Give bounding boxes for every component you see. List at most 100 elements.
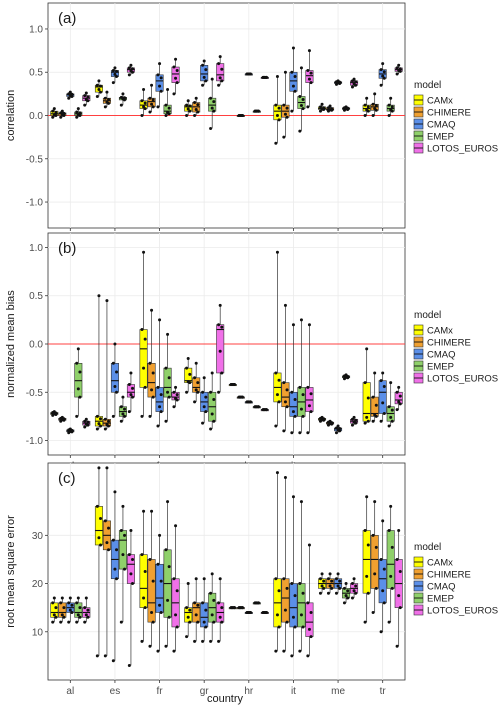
data-point bbox=[373, 413, 377, 417]
data-point bbox=[103, 427, 107, 431]
data-point bbox=[374, 545, 378, 549]
box-me-lotos_euros bbox=[350, 577, 359, 600]
data-point bbox=[298, 431, 302, 435]
data-point bbox=[299, 318, 303, 322]
data-point bbox=[194, 613, 198, 617]
data-point bbox=[99, 516, 103, 520]
data-point bbox=[307, 543, 311, 547]
data-point bbox=[174, 397, 178, 401]
data-point bbox=[334, 431, 338, 435]
box-al-chimere bbox=[58, 596, 67, 624]
data-point bbox=[398, 394, 402, 398]
data-point bbox=[395, 644, 399, 648]
data-point bbox=[381, 589, 385, 593]
data-point bbox=[285, 115, 289, 119]
data-point bbox=[123, 533, 127, 537]
data-point bbox=[350, 423, 354, 427]
data-point bbox=[352, 577, 356, 581]
data-point bbox=[379, 630, 383, 634]
box-body bbox=[163, 367, 172, 398]
data-point bbox=[76, 613, 80, 617]
y-tick-label: 0.5 bbox=[29, 68, 43, 79]
x-tick-label-hr: hr bbox=[244, 686, 254, 697]
data-point bbox=[142, 88, 146, 92]
panel-label: (c) bbox=[58, 470, 76, 487]
box-hr-emep bbox=[252, 601, 261, 605]
data-point bbox=[193, 376, 197, 380]
box-it-emep bbox=[297, 66, 306, 133]
data-point bbox=[365, 574, 369, 578]
data-point bbox=[344, 582, 348, 586]
data-point bbox=[188, 104, 192, 108]
data-point bbox=[175, 393, 179, 397]
data-point bbox=[193, 400, 197, 404]
data-point bbox=[185, 103, 189, 107]
data-point bbox=[131, 582, 135, 586]
data-point bbox=[115, 75, 119, 79]
data-point bbox=[131, 67, 135, 71]
data-point bbox=[113, 567, 117, 571]
data-point bbox=[70, 428, 74, 432]
data-point bbox=[346, 596, 350, 600]
box-al-camx bbox=[50, 410, 59, 417]
legend-label: CMAQ bbox=[427, 582, 456, 593]
data-point bbox=[59, 115, 63, 119]
data-point bbox=[291, 84, 295, 88]
data-point bbox=[105, 541, 109, 545]
data-point bbox=[99, 417, 103, 421]
data-point bbox=[201, 83, 205, 87]
y-tick-label: 30 bbox=[32, 531, 44, 542]
data-point bbox=[389, 504, 393, 508]
data-point bbox=[148, 110, 152, 114]
legend-label: CAMx bbox=[427, 96, 453, 107]
data-point bbox=[99, 90, 103, 94]
box-body bbox=[216, 324, 225, 374]
data-point bbox=[382, 70, 386, 74]
data-point bbox=[51, 601, 55, 605]
data-point bbox=[283, 475, 287, 479]
y-tick-label: 0.5 bbox=[29, 291, 43, 302]
data-point bbox=[285, 388, 289, 392]
data-point bbox=[218, 577, 222, 581]
data-point bbox=[299, 613, 303, 617]
data-point bbox=[95, 654, 99, 658]
y-tick-label: -1.0 bbox=[26, 198, 44, 209]
data-point bbox=[121, 92, 125, 96]
data-point bbox=[350, 85, 354, 89]
data-point bbox=[107, 548, 111, 552]
data-point bbox=[218, 55, 222, 59]
data-point bbox=[188, 372, 192, 376]
data-point bbox=[210, 412, 214, 416]
data-point bbox=[293, 75, 297, 79]
data-point bbox=[291, 615, 295, 619]
data-point bbox=[363, 421, 367, 425]
data-point bbox=[218, 615, 222, 619]
box-tr-chimere bbox=[370, 500, 379, 614]
data-point bbox=[174, 524, 178, 528]
data-point bbox=[164, 644, 168, 648]
box-me-cmaq bbox=[334, 424, 343, 435]
box-fr-emep bbox=[163, 332, 172, 423]
data-point bbox=[115, 69, 119, 73]
box-it-cmaq bbox=[289, 495, 298, 658]
data-point bbox=[127, 664, 131, 668]
data-point bbox=[274, 649, 278, 653]
box-fr-chimere bbox=[147, 509, 156, 648]
data-point bbox=[209, 390, 213, 394]
data-point bbox=[196, 620, 200, 624]
data-point bbox=[354, 584, 358, 588]
data-point bbox=[97, 79, 101, 83]
data-point bbox=[201, 601, 205, 605]
data-point bbox=[194, 388, 198, 392]
box-it-camx bbox=[273, 250, 282, 428]
data-point bbox=[248, 72, 252, 76]
box-al-camx bbox=[50, 596, 59, 624]
data-point bbox=[290, 431, 294, 435]
box-gr-chimere bbox=[192, 361, 201, 404]
data-point bbox=[166, 500, 170, 504]
data-point bbox=[131, 395, 135, 399]
box-al-cmaq bbox=[66, 596, 75, 624]
data-point bbox=[274, 371, 278, 375]
data-point bbox=[107, 419, 111, 423]
data-point bbox=[84, 613, 88, 617]
